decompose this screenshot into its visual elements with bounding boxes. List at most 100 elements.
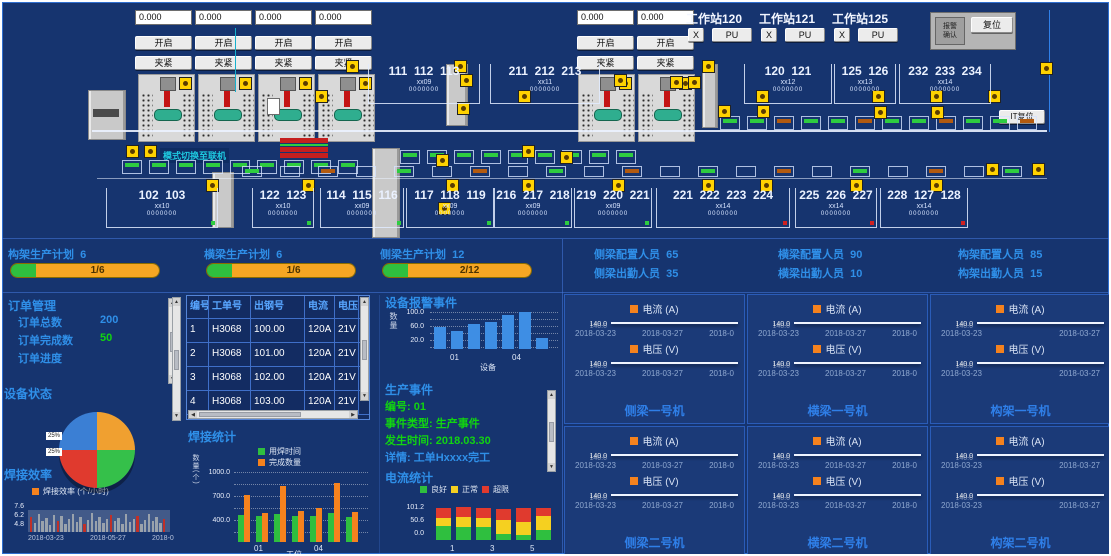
table-left-scrollbar[interactable]: ▲ ▼	[172, 297, 181, 421]
scroll-down-arrow[interactable]: ▼	[361, 392, 368, 400]
pallet	[963, 116, 983, 130]
station-x-button[interactable]: X	[834, 28, 850, 42]
clamp-button[interactable]: 夹紧	[315, 56, 372, 70]
date-tick: 2018-0	[709, 461, 734, 470]
table-vscroll[interactable]: ▲ ▼	[360, 297, 369, 401]
scroll-right-arrow[interactable]: ▶	[349, 411, 357, 418]
legend-text: 正常	[462, 485, 478, 494]
clamp-button[interactable]: 夹紧	[195, 56, 252, 70]
stack-segment	[476, 527, 491, 540]
trend-line	[611, 362, 738, 364]
table-hscroll[interactable]: ◀ ▶	[188, 410, 358, 419]
axis-value-input[interactable]: 0.000	[255, 10, 312, 25]
legend-swatch	[813, 476, 822, 485]
spark-area	[794, 319, 921, 329]
scroll-thumb[interactable]	[549, 422, 554, 442]
pallet	[736, 166, 756, 177]
plan-progress-bar: 2/12	[382, 263, 532, 278]
voltage-legend: 电压 (V)	[571, 473, 738, 488]
event-line: 发生时间: 2018.03.30	[385, 435, 491, 447]
axis-value-input[interactable]: 0.000	[315, 10, 372, 25]
open-button[interactable]: 开启	[577, 36, 634, 50]
axis-value-input[interactable]: 0.000	[135, 10, 192, 25]
eff-bar	[87, 520, 90, 532]
trend-line	[977, 322, 1104, 324]
voltage-legend: 电压 (V)	[754, 473, 921, 488]
spark-area	[977, 319, 1104, 329]
ytick: 400.0	[212, 517, 230, 524]
pallet-load	[321, 169, 335, 173]
open-button[interactable]: 开启	[255, 36, 312, 50]
axis-value-input[interactable]: 0.000	[637, 10, 694, 25]
scroll-thumb[interactable]	[199, 412, 301, 417]
clamp-button[interactable]: 夹紧	[135, 56, 192, 70]
table-row[interactable]: 1 H3068 100.00 120A 21V	[187, 319, 369, 343]
axis-value-input[interactable]: 0.000	[577, 10, 634, 25]
station-x-button[interactable]: X	[761, 28, 777, 42]
status-led	[307, 221, 311, 225]
open-button[interactable]: 开启	[637, 36, 694, 50]
legend-text: 用焊时间	[269, 447, 301, 456]
open-button[interactable]: 开启	[135, 36, 192, 50]
open-button[interactable]: 开启	[315, 36, 372, 50]
pallet-load	[739, 169, 753, 173]
alarm-icon	[239, 77, 252, 90]
status-led	[783, 221, 787, 225]
reset-button[interactable]: 复位	[971, 17, 1013, 33]
event-scrollbar[interactable]: ▲ ▼	[547, 390, 556, 472]
date-tick: 2018-0	[709, 369, 734, 378]
table-cell: H3068	[209, 367, 251, 390]
pallet	[855, 116, 875, 130]
scroll-up-arrow[interactable]: ▲	[548, 391, 555, 399]
axis-value-input[interactable]: 0.000	[195, 10, 252, 25]
alarm-icon	[299, 77, 312, 90]
pallet-load	[929, 169, 943, 173]
legend-text: 电流 (A)	[825, 305, 862, 316]
eff-bar	[56, 521, 59, 532]
scroll-down-arrow[interactable]: ▼	[548, 463, 555, 471]
station-counter: 0000000	[529, 87, 561, 93]
table-row[interactable]: 2 H3068 101.00 120A 21V	[187, 343, 369, 367]
scroll-up-arrow[interactable]: ▲	[361, 298, 368, 306]
pallet	[356, 166, 376, 177]
status-led	[211, 221, 215, 225]
scroll-thumb[interactable]	[174, 350, 179, 370]
clamp-button[interactable]: 夹紧	[255, 56, 312, 70]
open-button[interactable]: 开启	[195, 36, 252, 50]
station-pu-button[interactable]: PU	[785, 28, 825, 42]
station-group: 117 118 119 xx09 0000000	[406, 188, 494, 228]
alarm-events-title: 设备报警事件	[385, 296, 458, 310]
scroll-up-arrow[interactable]: ▲	[173, 298, 180, 306]
station-group: 125 126 xx13 0000000	[834, 64, 896, 104]
current-legend: 电流 (A)	[571, 433, 738, 448]
bar-done	[352, 512, 358, 542]
clamp-button[interactable]: 夹紧	[577, 56, 634, 70]
alarm-icon	[302, 179, 315, 192]
xtick: 01	[254, 544, 263, 553]
table-row[interactable]: 3 H3068 102.00 120A 21V	[187, 367, 369, 391]
clamp-button[interactable]: 夹紧	[637, 56, 694, 70]
pallet-load	[625, 169, 639, 173]
prod-event-title: 生产事件	[385, 383, 434, 397]
scroll-left-arrow[interactable]: ◀	[189, 411, 197, 418]
station-code: xx14	[715, 203, 731, 210]
station-numbers: 221 222 223 224	[672, 188, 774, 202]
station-x-button[interactable]: X	[688, 28, 704, 42]
pallet	[176, 160, 196, 174]
machine-part	[280, 77, 296, 91]
scroll-thumb[interactable]	[362, 340, 367, 360]
station-pu-button[interactable]: PU	[712, 28, 752, 42]
xtick: 01	[450, 353, 459, 362]
machine-part	[242, 93, 254, 137]
station-pu-button[interactable]: PU	[858, 28, 898, 42]
trend-line	[611, 494, 738, 496]
orders-title: 订单管理	[8, 299, 57, 313]
pallet	[1017, 116, 1037, 130]
table-cell: 120A	[305, 391, 335, 414]
scroll-down-arrow[interactable]: ▼	[173, 412, 180, 420]
pallet	[481, 150, 501, 164]
legend-text: 电压 (V)	[1008, 477, 1045, 488]
eff-bar	[52, 515, 56, 532]
station-numbers: 216 217 218	[496, 188, 570, 202]
device-status-title: 设备状态	[4, 387, 53, 401]
